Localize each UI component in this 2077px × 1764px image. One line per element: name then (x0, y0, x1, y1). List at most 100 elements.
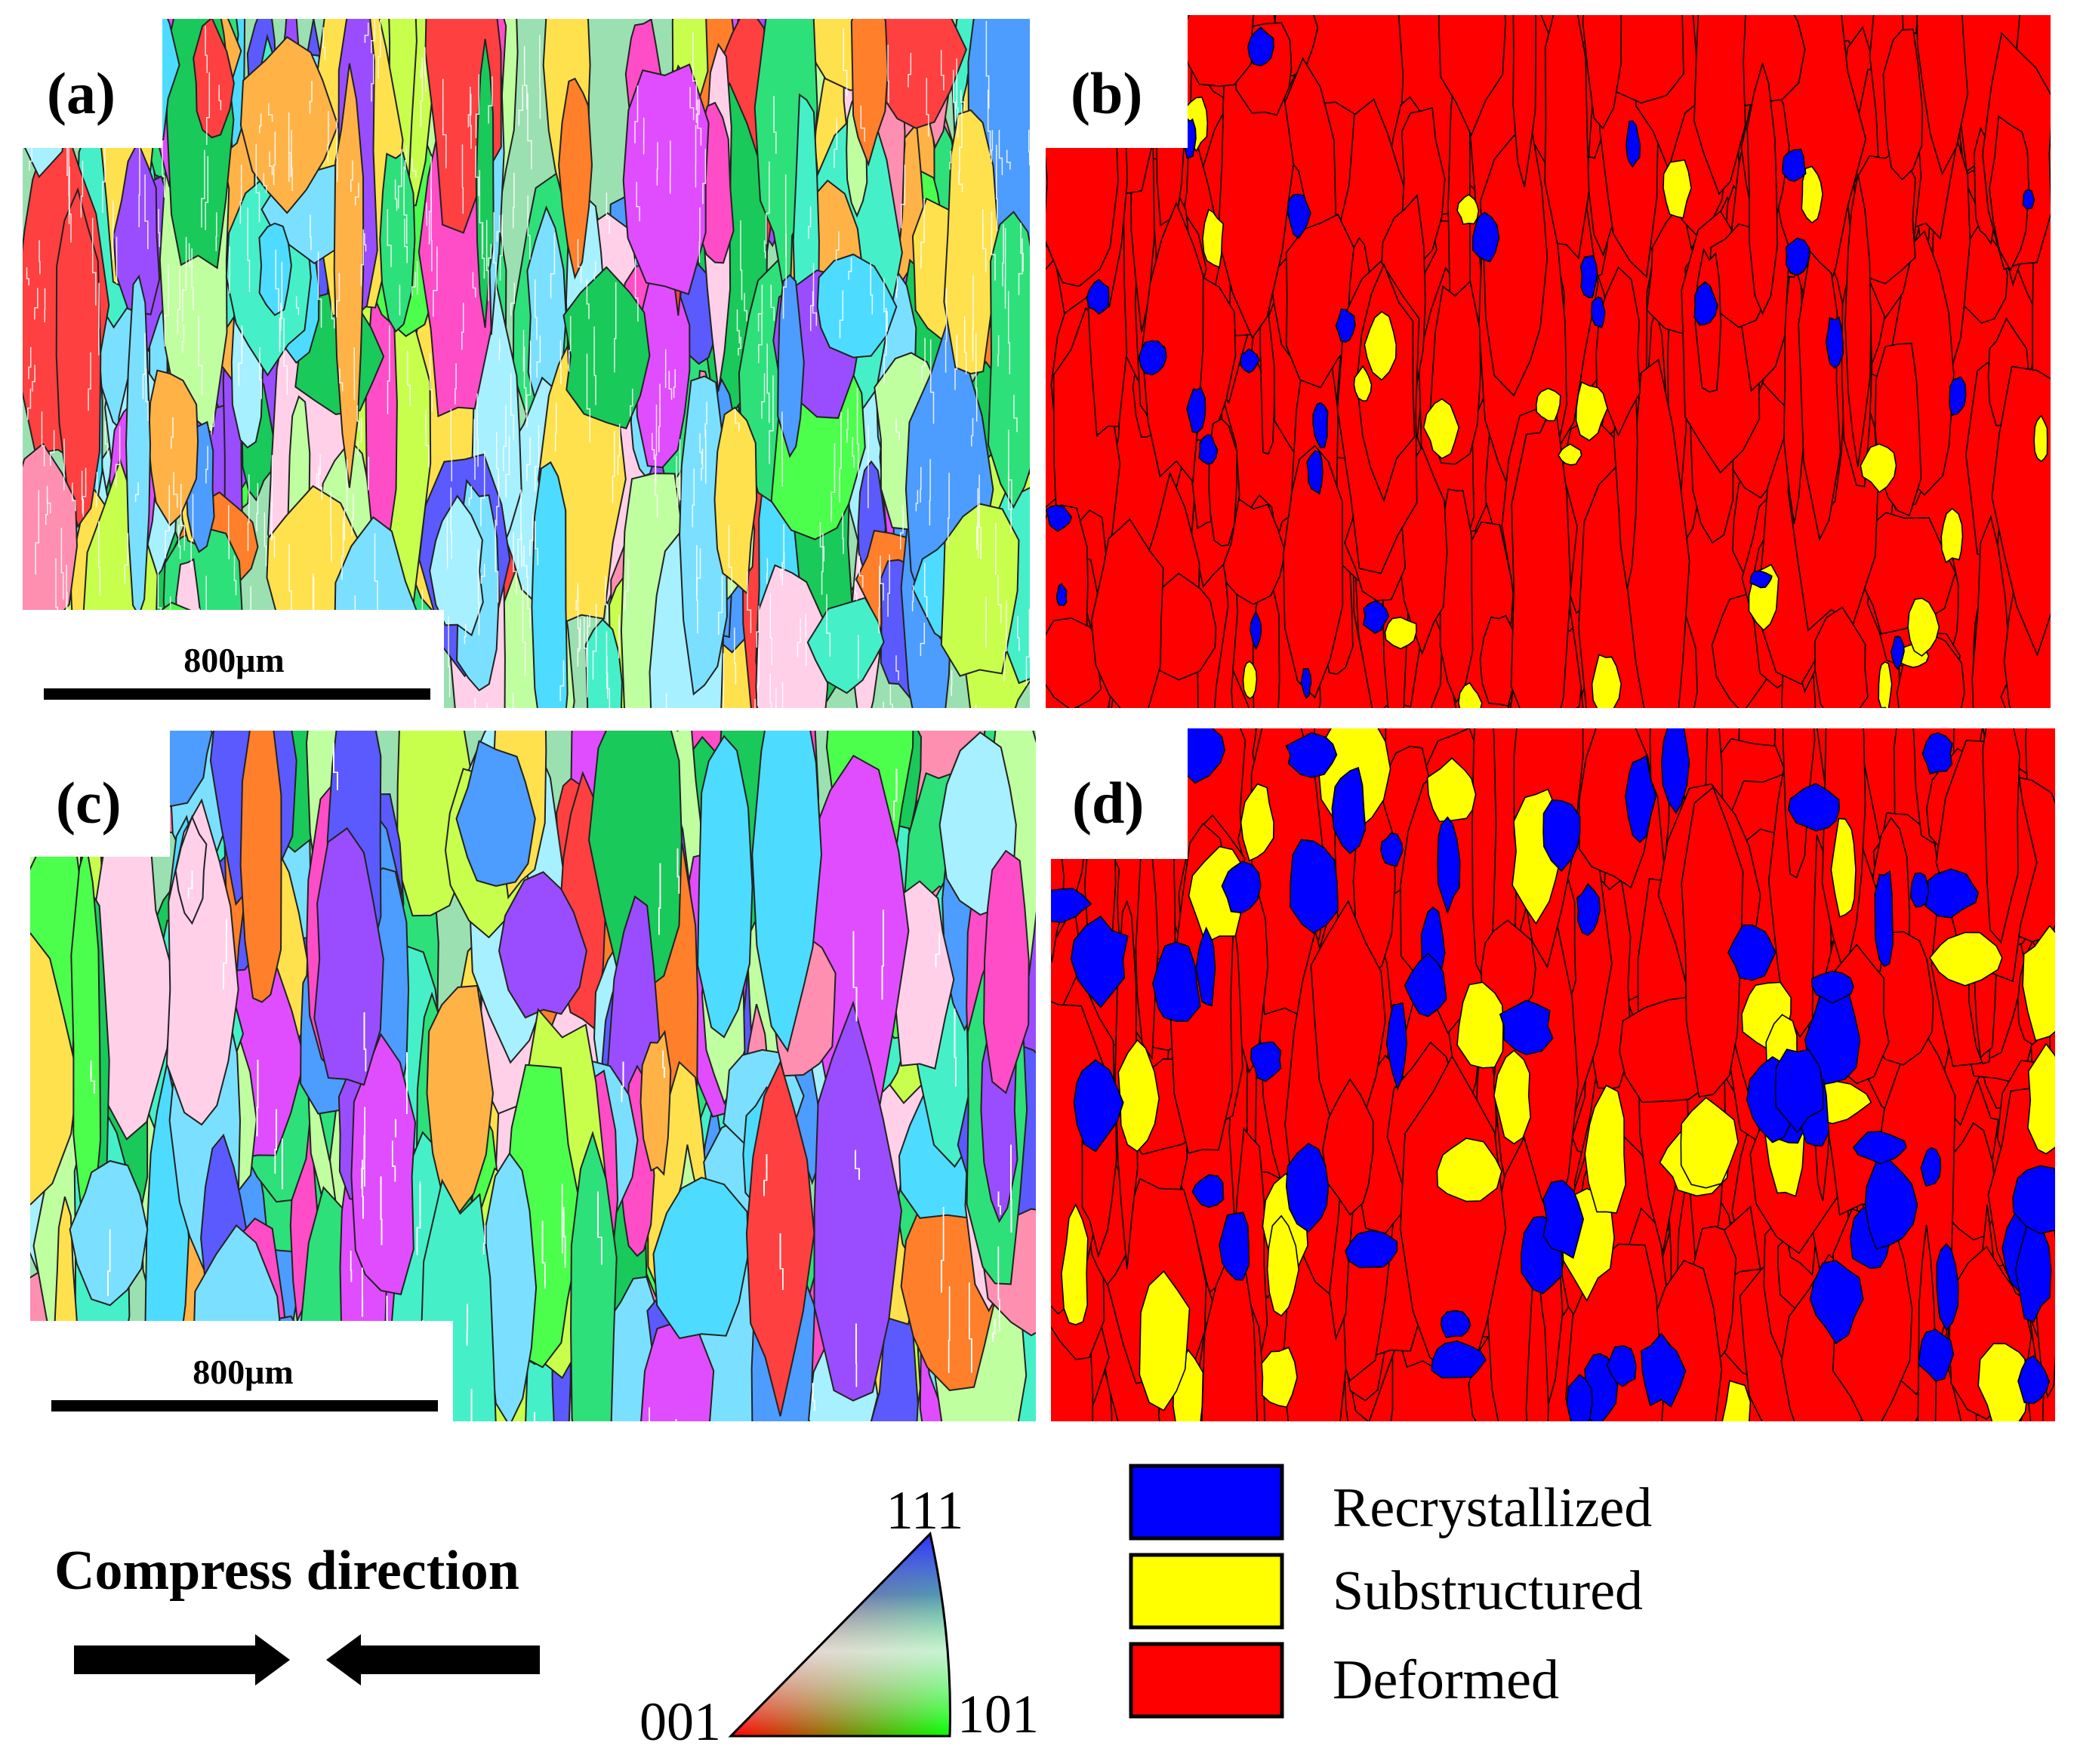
subgrain-boundary (124, 533, 129, 584)
subgrain-boundary (295, 296, 300, 316)
panel-b-map (1046, 15, 2051, 708)
subgrain-boundary (648, 1407, 650, 1421)
subgrain-boundary (835, 231, 840, 262)
grain (1290, 839, 1339, 934)
grain (1663, 159, 1692, 219)
subgrain-boundary (975, 488, 978, 550)
grain (1202, 208, 1225, 269)
subgrain-boundary (333, 743, 338, 790)
subgrain-boundary (41, 411, 45, 466)
grain (1479, 614, 1520, 707)
subgrain-boundary (361, 1134, 365, 1189)
subgrain-boundary (929, 459, 931, 526)
subgrain-boundary (371, 54, 374, 102)
subgrain-boundary (475, 74, 480, 138)
grain (1046, 617, 1102, 708)
grain (943, 109, 999, 375)
subgrain-boundary (674, 1419, 677, 1421)
subgrain-boundary (310, 214, 312, 251)
subgrain-boundary (926, 78, 929, 137)
grain (652, 1177, 750, 1340)
subgrain-boundary (404, 218, 408, 263)
grain (1240, 783, 1274, 862)
grain (1809, 1260, 1864, 1344)
grain (1582, 15, 1622, 130)
subgrain-boundary (951, 670, 953, 696)
legend-label-deformed: Deformed (1333, 1649, 1559, 1711)
grain (1380, 832, 1404, 867)
grain (983, 849, 1030, 1094)
subgrain-boundary (718, 575, 723, 635)
subgrain-boundary (350, 160, 353, 192)
scale-bar-a (44, 688, 430, 700)
subgrain-boundary (901, 165, 906, 229)
subgrain-boundary (495, 519, 499, 603)
grain (1404, 952, 1447, 1017)
subgrain-boundary (429, 353, 433, 412)
grain (1261, 1347, 1298, 1408)
subgrain-boundary (288, 112, 292, 177)
subgrain-boundary (480, 564, 485, 584)
grain (1940, 507, 1964, 564)
subgrain-boundary (839, 411, 842, 503)
grain (1542, 799, 1581, 873)
compress-arrow-left-icon (326, 1634, 540, 1685)
subgrain-boundary (247, 208, 251, 292)
subgrain-boundary (889, 684, 893, 708)
grain (1073, 1059, 1124, 1153)
subgrain-boundary (527, 195, 531, 260)
grain (1364, 311, 1398, 381)
subgrain-boundary (274, 1109, 277, 1174)
subgrain-boundary (935, 932, 940, 968)
grain (426, 984, 495, 1216)
grain (1920, 1147, 1942, 1187)
grain (193, 19, 235, 139)
grain (1921, 731, 1953, 775)
subgrain-boundary (1017, 616, 1020, 651)
ipf-key-label-101: 101 (957, 1684, 1039, 1744)
subgrain-boundary (954, 334, 958, 390)
subgrain-boundary (406, 350, 411, 406)
subgrain-boundary (259, 113, 262, 134)
subgrain-boundary (593, 260, 596, 280)
subgrain-boundary (881, 910, 884, 1000)
grain (1949, 376, 1967, 416)
subgrain-boundary (351, 493, 354, 536)
grain (1219, 1211, 1250, 1281)
subgrain-boundary (586, 279, 590, 319)
subgrain-boundary (273, 131, 276, 185)
subgrain-boundary (165, 485, 170, 559)
subgrain-boundary (97, 521, 101, 596)
grain (1660, 728, 1690, 814)
grain (1579, 254, 1598, 298)
subgrain-boundary (1025, 608, 1030, 686)
grain (1331, 766, 1367, 854)
grain (1542, 1179, 1585, 1259)
subgrain-boundary (173, 472, 178, 508)
subgrain-boundary (773, 96, 777, 154)
subgrain-boundary (662, 1050, 665, 1078)
subgrain-boundary (331, 302, 335, 329)
grain (2017, 1355, 2051, 1405)
grain (1086, 279, 1110, 316)
subgrain-boundary (562, 1207, 565, 1254)
grain (1801, 165, 1823, 224)
subgrain-boundary (911, 585, 914, 611)
subgrain-boundary (341, 517, 344, 580)
subgrain-boundary (915, 490, 919, 512)
subgrain-boundary (259, 346, 262, 399)
subgrain-boundary (523, 546, 528, 578)
subgrain-boundary (344, 459, 348, 541)
subgrain-boundary (496, 474, 500, 526)
subgrain-boundary (960, 90, 965, 109)
grain (558, 77, 593, 280)
subgrain-boundary (263, 173, 267, 193)
grain (1936, 1242, 1959, 1331)
subgrain-boundary (510, 373, 515, 441)
subgrain-boundary (513, 532, 517, 596)
subgrain-boundary (104, 420, 109, 458)
grain (1306, 450, 1324, 495)
grain (69, 1159, 149, 1307)
grain (1641, 1332, 1687, 1408)
